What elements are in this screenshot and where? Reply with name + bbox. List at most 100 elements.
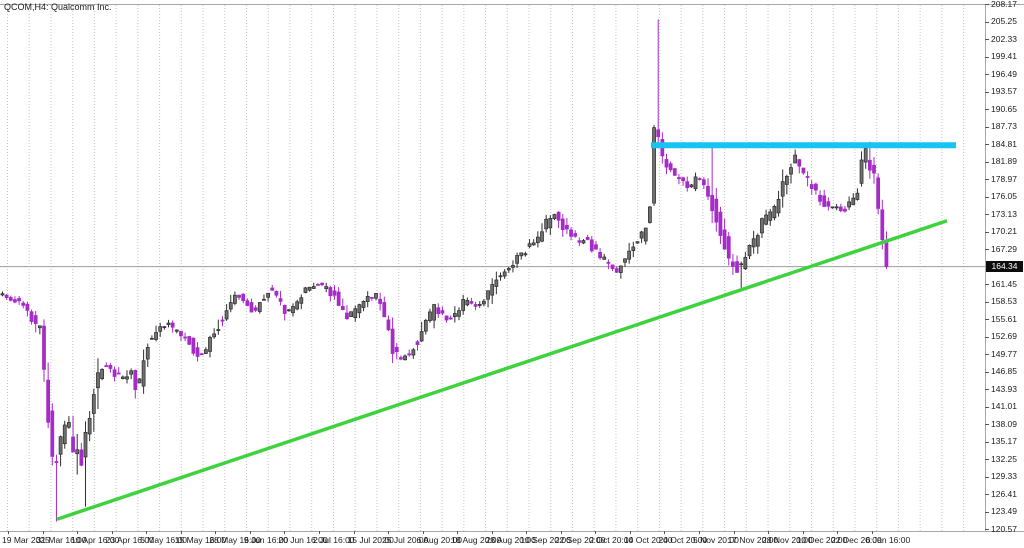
price-axis-label: 184.81 <box>991 138 1017 149</box>
time-axis-label: 6 Jan 16:00 <box>865 535 911 545</box>
support-trendline[interactable] <box>56 219 948 521</box>
price-axis-label: 141.01 <box>991 401 1017 411</box>
price-axis-label: 176.05 <box>991 191 1017 201</box>
price-axis-tick <box>985 231 989 233</box>
time-axis-label: 9 Jun 16:00 <box>243 535 289 545</box>
price-axis-tick <box>985 424 989 425</box>
time-axis-label: 10 Apr 16:00 <box>71 535 120 545</box>
price-axis-tick <box>985 179 989 180</box>
time-axis-label: 5 May 16:00 <box>140 535 187 545</box>
price-axis-label: 196.49 <box>991 68 1017 79</box>
price-axis-tick <box>985 476 989 478</box>
time-axis-label: 24 Oct 20:00 <box>658 535 708 545</box>
time-axis-tick <box>871 531 873 534</box>
price-axis-label: 208.17 <box>991 0 1017 9</box>
price-axis-tick <box>985 196 989 198</box>
price-axis-label: 181.89 <box>991 156 1017 166</box>
current-price-label: 164.34 <box>986 261 1023 273</box>
price-axis-tick <box>985 389 989 390</box>
price-axis-label: 132.25 <box>991 453 1017 464</box>
price-axis-tick <box>985 144 989 145</box>
time-axis-label: 22 Dec 20:00 <box>831 535 882 545</box>
time-axis-label: 18 Aug 20:00 <box>451 535 502 545</box>
price-axis-label: 187.73 <box>991 121 1017 131</box>
price-axis-tick <box>985 406 989 408</box>
price-axis-label: 170.21 <box>991 226 1017 236</box>
price-axis-label: 149.77 <box>991 348 1017 359</box>
time-axis-label: 15 Jul 20:00 <box>347 535 394 545</box>
time-axis-label: 19 Mar 2025 <box>2 535 50 545</box>
candlestick-series <box>0 19 889 522</box>
time-axis-label: 22 Sep 20:00 <box>554 535 606 545</box>
time-axis-tick <box>77 531 79 534</box>
price-axis-label: 123.49 <box>991 506 1017 516</box>
price-axis-tick <box>985 336 989 338</box>
price-axis-tick <box>985 511 989 513</box>
time-axis-tick <box>664 531 666 534</box>
price-axis-tick <box>985 354 989 355</box>
time-axis-tick <box>284 531 286 534</box>
time-axis-tick <box>111 531 113 534</box>
price-axis-label: 143.93 <box>991 383 1017 394</box>
price-axis-tick <box>985 74 989 75</box>
price-axis-label: 135.17 <box>991 436 1017 446</box>
time-axis-tick <box>388 531 390 534</box>
price-axis-label: 129.33 <box>991 471 1017 481</box>
price-axis-tick <box>985 56 989 58</box>
price-axis-tick <box>985 39 989 40</box>
time-axis-tick <box>699 531 700 534</box>
price-axis-label: 190.65 <box>991 103 1017 114</box>
time-axis-tick <box>768 531 770 534</box>
price-axis-tick <box>985 4 989 5</box>
price-axis-label: 202.33 <box>991 33 1017 44</box>
price-axis-label: 158.53 <box>991 296 1017 306</box>
time-axis-label: 10 Sep 20:00 <box>520 535 571 545</box>
price-axis-label: 205.25 <box>991 16 1017 26</box>
time-axis-label: 25 Jul 20:00 <box>382 535 429 545</box>
time-axis-label: 10 Dec 20:00 <box>796 535 848 545</box>
chart-frame <box>0 4 1024 532</box>
time-axis-tick <box>180 531 182 534</box>
price-axis-tick <box>985 529 989 530</box>
price-axis-tick <box>985 249 989 250</box>
time-axis-tick <box>802 531 804 534</box>
time-axis-tick <box>146 531 148 534</box>
price-axis-label: 120.57 <box>991 523 1017 534</box>
time-axis-tick <box>733 531 735 534</box>
time-axis-tick <box>629 531 631 534</box>
time-axis-label: 23 Apr 16:00 <box>105 535 154 545</box>
time-axis-label: 15 May 16:00 <box>174 535 227 545</box>
time-axis-tick <box>215 531 217 534</box>
time-axis-tick <box>422 531 424 534</box>
time-axis-label: 28 Nov 20:00 <box>762 535 813 545</box>
time-axis-label: 14 Oct 20:00 <box>623 535 673 545</box>
time-axis-tick <box>353 531 355 534</box>
price-axis-tick <box>985 301 989 303</box>
price-axis-label: 152.69 <box>991 331 1017 341</box>
price-axis-label: 193.57 <box>991 86 1017 96</box>
price-axis-tick <box>985 371 989 373</box>
time-axis-label: 2 Oct 20:00 <box>589 535 634 545</box>
time-axis-tick <box>8 531 9 534</box>
time-axis-tick <box>837 531 839 534</box>
price-axis-label: 178.97 <box>991 173 1017 184</box>
price-axis-label: 199.41 <box>991 51 1017 61</box>
price-axis-tick <box>985 126 989 128</box>
price-axis-tick <box>985 21 989 23</box>
time-axis-label: 31 Mar 16:00 <box>36 535 87 545</box>
time-axis-tick <box>249 531 251 534</box>
time-axis-label: 28 May 16:00 <box>209 535 261 545</box>
time-axis-label: 5 Nov 20:00 <box>693 535 739 545</box>
time-axis-label: 2 Jul 16:00 <box>312 535 355 545</box>
time-axis-tick <box>595 531 597 534</box>
time-axis-label: 20 Jun 16:00 <box>278 535 328 545</box>
price-axis-tick <box>985 494 989 495</box>
chart-symbol-title: QCOM,H4: Qualcomm Inc. <box>4 2 112 12</box>
time-axis-label: 17 Nov 20:00 <box>727 535 779 545</box>
price-axis-label: 138.09 <box>991 418 1017 429</box>
time-axis-tick <box>457 531 459 534</box>
price-axis-tick <box>985 441 989 443</box>
time-axis-tick <box>491 531 493 534</box>
